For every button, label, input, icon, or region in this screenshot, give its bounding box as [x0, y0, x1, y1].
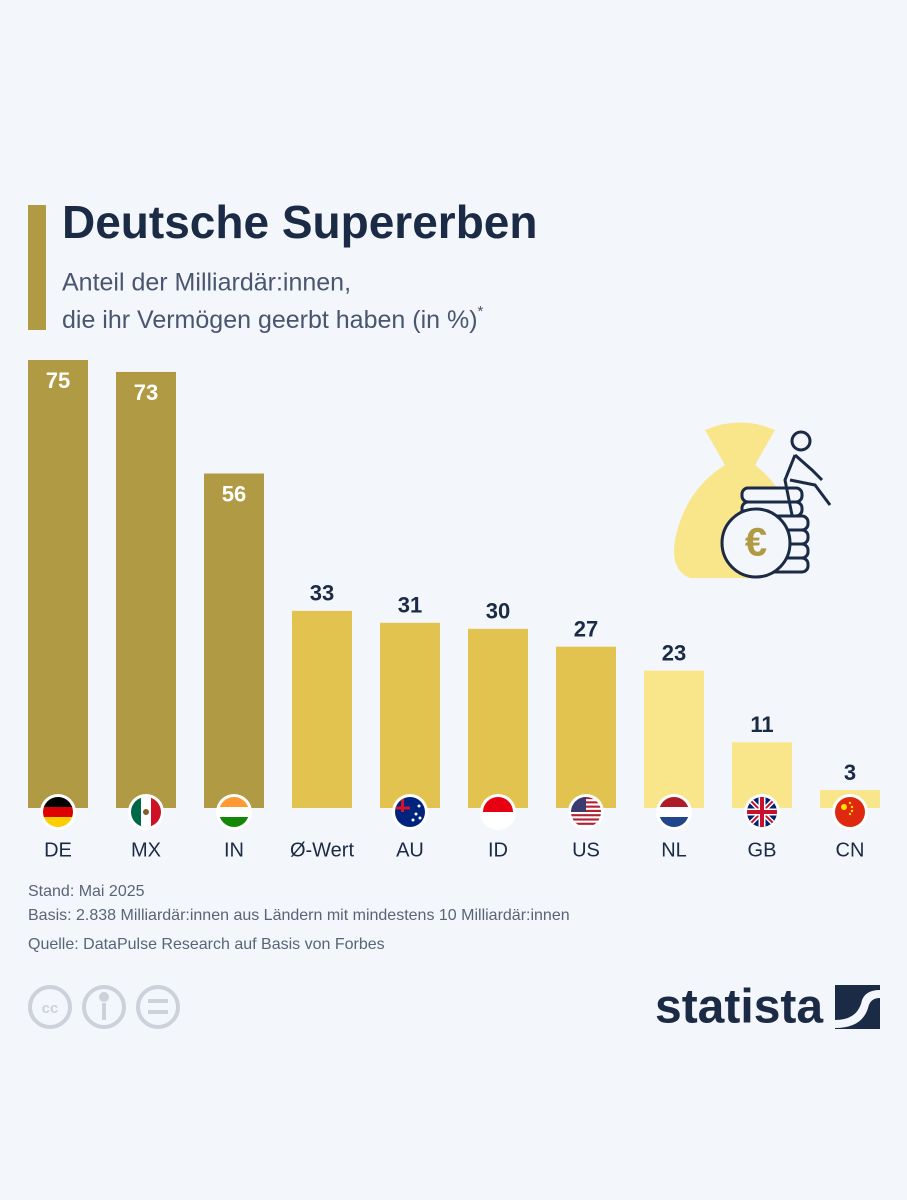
- value-label: 3: [844, 760, 856, 785]
- x-tick-label: IN: [224, 839, 244, 861]
- x-tick-label: Ø-Wert: [290, 839, 355, 861]
- note: Basis: 2.838 Milliardär:innen aus Länder…: [28, 907, 570, 924]
- value-label: 23: [662, 640, 686, 665]
- flag-icon: [43, 797, 73, 827]
- subtitle: die ihr Vermögen geerbt haben (in %)*: [62, 303, 484, 334]
- flag-star: [850, 809, 854, 813]
- flag-stripe: [219, 797, 249, 808]
- money-bag-icon: €: [674, 422, 832, 579]
- chart-title: Deutsche Supererben: [62, 196, 537, 248]
- flag-stripe: [659, 797, 689, 808]
- flag-star: [841, 804, 847, 810]
- note: Stand: Mai 2025: [28, 883, 145, 900]
- flag-field: [395, 797, 425, 827]
- bar: [380, 622, 440, 808]
- bar: [204, 473, 264, 808]
- value-label: 73: [134, 380, 158, 405]
- flag-stripe: [571, 814, 601, 817]
- value-label: 56: [222, 481, 246, 506]
- value-label: 27: [574, 617, 598, 642]
- flag-stripe: [151, 797, 161, 827]
- flag-icon: [747, 797, 777, 827]
- x-tick-label: MX: [131, 839, 161, 861]
- flag-star: [418, 816, 422, 820]
- value-label: 11: [750, 712, 773, 737]
- bar: [116, 371, 176, 808]
- flag-stripe: [43, 807, 73, 818]
- flag-cross: [747, 797, 777, 827]
- flag-star: [848, 801, 852, 805]
- license-icons: cc: [28, 985, 180, 1029]
- bar: [468, 628, 528, 808]
- flag-stripe: [659, 807, 689, 818]
- flag-stripe: [43, 817, 73, 827]
- subtitle: Anteil der Milliardär:innen,: [62, 269, 351, 297]
- flag-stripe: [43, 797, 73, 808]
- flag-stripe: [571, 822, 601, 825]
- flag-stripe: [131, 797, 142, 827]
- bar: [28, 360, 88, 808]
- brand-logo: statista: [655, 981, 823, 1034]
- flag-star: [411, 818, 415, 822]
- accent-bar: [28, 205, 46, 330]
- x-tick-label: NL: [661, 839, 687, 861]
- svg-text:cc: cc: [42, 1000, 59, 1017]
- svg-text:€: €: [745, 521, 767, 565]
- flag-icon: [395, 797, 425, 827]
- flag-field: [835, 797, 865, 827]
- flag-emblem: [143, 809, 149, 815]
- flag-cross: [395, 797, 410, 812]
- subtitle-text: die ihr Vermögen geerbt haben (in %): [62, 306, 478, 334]
- brand-mark: [835, 985, 880, 1029]
- flag-star: [417, 804, 421, 808]
- value-label: 33: [310, 581, 334, 606]
- value-label: 30: [486, 599, 510, 624]
- x-tick-label: DE: [44, 839, 72, 861]
- flag-stripe: [483, 812, 513, 827]
- bar: [292, 610, 352, 808]
- flag-stripe: [219, 807, 249, 818]
- flag-stripe: [219, 817, 249, 827]
- flag-icon: [659, 797, 689, 827]
- flag-star: [848, 812, 852, 816]
- bar: [644, 670, 704, 808]
- x-tick-label: GB: [748, 839, 777, 861]
- footnote-marker: *: [478, 303, 484, 320]
- flag-stripe: [571, 818, 601, 821]
- bar: [556, 646, 616, 808]
- flag-stripe: [659, 817, 689, 827]
- flag-icon: [219, 797, 249, 827]
- flag-stripe: [483, 797, 513, 813]
- value-label: 75: [46, 368, 70, 393]
- x-tick-label: AU: [396, 839, 424, 861]
- flag-icon: [835, 797, 865, 827]
- x-tick-label: ID: [488, 839, 508, 861]
- x-tick-label: US: [572, 839, 600, 861]
- value-label: 31: [398, 593, 422, 618]
- flag-icon: [131, 797, 161, 827]
- note: Quelle: DataPulse Research auf Basis von…: [28, 936, 385, 953]
- x-tick-label: CN: [836, 839, 865, 861]
- flag-icon: [483, 797, 513, 827]
- flag-star: [414, 812, 418, 816]
- flag-star: [850, 805, 854, 809]
